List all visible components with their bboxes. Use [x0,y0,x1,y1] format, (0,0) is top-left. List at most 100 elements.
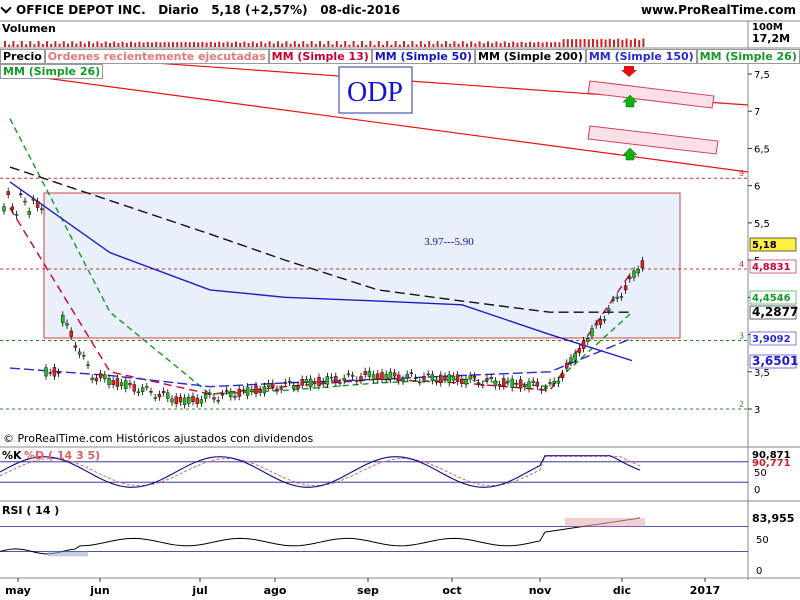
volume-bar [142,42,145,47]
value-tag-bg [749,259,797,274]
time-tick-label: jun [89,584,109,597]
stoch-value-2: 90,771 [752,458,791,469]
candle-body [464,379,468,385]
candle-body [107,377,111,385]
candle-body [10,206,15,210]
order-box-lower [587,125,719,155]
candle-body [577,348,582,353]
candle-body [132,384,136,392]
volume-bar [218,41,221,47]
candle-body [384,373,388,380]
legend-mm13[interactable]: MM (Simple 13) [268,49,372,64]
level-mark: 4 [739,260,744,269]
volume-bar [230,42,233,47]
volume-bars [4,38,645,47]
volume-bar [88,41,90,47]
volume-bar [146,41,149,47]
candle-body [380,372,384,380]
candle-body [472,375,477,379]
candle-body [136,391,141,394]
candle-body [237,388,241,397]
candle-body [266,383,271,387]
candle-body [640,260,645,269]
volume-bar [205,42,208,47]
candle-body [531,380,535,383]
volume-bar [117,42,120,47]
candle-body [392,372,397,377]
volume-bar [214,42,216,47]
volume-bar [579,39,582,47]
candle-body [258,389,262,393]
candle-body [443,375,447,380]
volume-bar [226,41,229,47]
legend-mm26[interactable]: MM (Simple 26) [696,49,800,64]
volume-bar [541,42,544,47]
candle-body [481,384,485,386]
level-mark: 2 [739,400,744,409]
candle-body [359,376,363,381]
volume-bar [613,39,615,47]
candle-body [518,379,523,389]
volume-bar [398,44,401,47]
time-tick-label: 2017 [690,584,721,597]
candle-body [527,381,531,389]
candle-body [119,382,124,387]
candle-body [73,345,78,348]
candle-body [191,395,195,403]
candle-body [199,399,204,404]
volume-bar [323,44,326,47]
candle-body [628,276,632,280]
volume-bar [566,39,569,47]
legend-mm26-second[interactable]: MM (Simple 26) [0,64,104,79]
volume-bar [587,39,590,47]
volume-bar [83,43,86,47]
candle-body [145,386,149,388]
ticker-box-text: ODP [347,77,403,108]
legend-ordenes[interactable]: Ordenes recientemente ejecutadas [44,49,269,64]
volume-bar [390,44,393,47]
candle-body [128,383,132,386]
ma-line [9,181,633,362]
volume-bar [512,41,515,47]
candle-body [460,378,464,384]
candle-body [493,380,498,386]
candle-body [350,375,355,377]
candle-body [497,384,502,387]
candle-body [397,374,401,382]
volume-bar [184,42,187,47]
candle-body [296,385,300,389]
volume-bar [138,41,141,47]
candle-body [82,355,86,357]
volume-bar [159,42,162,47]
volume-bar [608,38,611,47]
ticker-box [338,66,413,114]
legend-precio[interactable]: Precio [0,49,45,64]
volume-bar [113,41,116,47]
time-tick-label: ago [264,584,287,597]
candle-body [611,299,615,301]
candle-body [52,367,57,377]
volume-bar [298,43,300,47]
volume-bar [125,42,128,47]
volume-bar [352,41,355,47]
candle-body [86,364,90,366]
candle-body [371,374,376,381]
candle-body [216,400,220,402]
volume-bar [621,39,624,47]
legend-mm200[interactable]: MM (Simple 200) [475,49,586,64]
value-tag-mm150: 3,9092 [752,334,791,345]
candle-body [94,377,99,382]
legend-mm150[interactable]: MM (Simple 150) [585,49,697,64]
price-tick-label: 6,5 [754,144,770,155]
candle-body [124,380,128,389]
candle-body [229,391,233,398]
candle-body [23,200,27,203]
candle-body [275,388,279,392]
legend-mm50[interactable]: MM (Simple 50) [371,49,476,64]
volume-bar [617,38,620,47]
volume-bar [25,44,27,47]
candle-body [590,328,594,337]
volume-bar [491,43,494,47]
stoch-tick-label: 50 [754,468,767,479]
header-site[interactable]: www.ProRealTime.com [641,3,796,17]
